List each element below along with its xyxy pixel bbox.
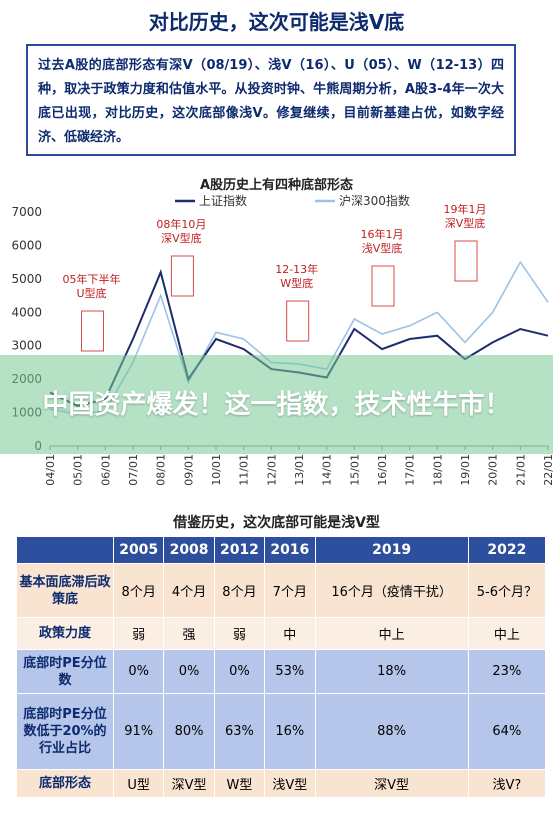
annotation-box bbox=[454, 240, 478, 282]
table-cell: 16个月（疫情干扰） bbox=[314, 563, 469, 618]
annotation-box bbox=[286, 300, 310, 342]
table-header-row: 2005 2008 2012 2016 2019 2022 bbox=[16, 536, 547, 564]
header-cell: 2019 bbox=[314, 536, 469, 564]
comparison-table: 2005 2008 2012 2016 2019 2022 基本面底滞后政策底 … bbox=[16, 536, 547, 798]
table-cell: 中 bbox=[264, 617, 316, 650]
table-cell: 中上 bbox=[467, 617, 547, 650]
line-chart: 0100020003000400050006000700004/0105/010… bbox=[11, 193, 553, 486]
annotation-label: 19年1月 bbox=[444, 202, 487, 216]
legend-label: 上证指数 bbox=[199, 193, 247, 208]
table-cell: 浅V? bbox=[467, 769, 547, 798]
legend-label: 沪深300指数 bbox=[339, 193, 410, 208]
x-tick-label: 08/01 bbox=[155, 454, 168, 486]
x-tick-label: 06/01 bbox=[99, 454, 112, 486]
row-header: 底部时PE分位数低于20%的行业占比 bbox=[16, 693, 114, 770]
headline-banner[interactable]: 中国资产爆发！这一指数，技术性牛市！ bbox=[0, 355, 553, 454]
table-cell: 强 bbox=[163, 617, 215, 650]
table-cell: 18% bbox=[314, 649, 469, 694]
x-tick-label: 17/01 bbox=[404, 454, 417, 486]
header-cell: 2012 bbox=[213, 536, 266, 564]
y-tick-label: 4000 bbox=[11, 305, 42, 319]
table-cell: 0% bbox=[112, 649, 165, 694]
annotation-label: 05年下半年 bbox=[63, 272, 121, 286]
y-tick-label: 5000 bbox=[11, 272, 42, 286]
table-row: 政策力度 弱 强 弱 中 中上 中上 bbox=[16, 617, 547, 650]
x-tick-label: 20/01 bbox=[487, 454, 500, 486]
annotation-label: 08年10月 bbox=[156, 217, 206, 231]
intro-textbox: 过去A股的底部形态有深V（08/19）、浅V（16）、U（05）、W（12-13… bbox=[26, 44, 516, 156]
annotation-label: U型底 bbox=[76, 286, 106, 300]
x-tick-label: 21/01 bbox=[514, 454, 527, 486]
annotation-box bbox=[170, 255, 194, 297]
table-cell: 弱 bbox=[112, 617, 165, 650]
table-cell: 8个月 bbox=[112, 563, 165, 618]
table-cell: 浅V型 bbox=[264, 769, 316, 798]
table-cell: 80% bbox=[163, 693, 215, 770]
annotation-label: W型底 bbox=[280, 276, 313, 290]
table-cell: 弱 bbox=[213, 617, 266, 650]
x-tick-label: 13/01 bbox=[293, 454, 306, 486]
headline-text[interactable]: 中国资产爆发！这一指数，技术性牛市！ bbox=[42, 389, 511, 420]
x-tick-label: 10/01 bbox=[210, 454, 223, 486]
table-cell: U型 bbox=[112, 769, 165, 798]
header-cell bbox=[16, 536, 114, 564]
x-tick-label: 22/01 bbox=[542, 454, 553, 486]
x-tick-label: 15/01 bbox=[348, 454, 361, 486]
header-cell: 2008 bbox=[163, 536, 215, 564]
y-tick-label: 3000 bbox=[11, 339, 42, 353]
annotation-label: 浅V型底 bbox=[362, 241, 403, 255]
table-title: 借鉴历史，这次底部可能是浅V型 bbox=[173, 515, 380, 531]
annotation-box bbox=[371, 265, 395, 307]
annotation-label: 16年1月 bbox=[361, 227, 404, 241]
x-tick-label: 16/01 bbox=[376, 454, 389, 486]
x-tick-label: 14/01 bbox=[321, 454, 334, 486]
row-header: 底部时PE分位数 bbox=[16, 649, 114, 694]
x-tick-label: 12/01 bbox=[265, 454, 278, 486]
x-tick-label: 18/01 bbox=[431, 454, 444, 486]
table-cell: 63% bbox=[213, 693, 266, 770]
table-cell: 深V型 bbox=[314, 769, 469, 798]
table-row: 基本面底滞后政策底 8个月 4个月 8个月 7个月 16个月（疫情干扰） 5-6… bbox=[16, 563, 547, 618]
x-tick-label: 05/01 bbox=[72, 454, 85, 486]
x-tick-label: 07/01 bbox=[127, 454, 140, 486]
annotation-label: 深V型底 bbox=[161, 231, 202, 245]
row-header: 基本面底滞后政策底 bbox=[16, 563, 114, 618]
page-title: 对比历史，这次可能是浅V底 bbox=[148, 10, 405, 34]
table-cell: 5-6个月？ bbox=[467, 563, 547, 618]
chart-title: A股历史上有四种底部形态 bbox=[199, 178, 354, 193]
header-cell: 2016 bbox=[264, 536, 316, 564]
x-tick-label: 04/01 bbox=[44, 454, 57, 486]
table-cell: 4个月 bbox=[163, 563, 215, 618]
row-header: 政策力度 bbox=[16, 617, 114, 650]
annotation-box bbox=[81, 310, 104, 352]
x-tick-label: 19/01 bbox=[459, 454, 472, 486]
header-cell: 2005 bbox=[112, 536, 165, 564]
y-tick-label: 7000 bbox=[11, 205, 42, 219]
annotation-label: 深V型底 bbox=[445, 216, 486, 230]
table-cell: 中上 bbox=[314, 617, 469, 650]
header-cell: 2022 bbox=[467, 536, 547, 564]
x-tick-label: 11/01 bbox=[238, 454, 251, 486]
table-cell: 16% bbox=[264, 693, 316, 770]
table-cell: 0% bbox=[213, 649, 266, 694]
table-cell: 深V型 bbox=[163, 769, 215, 798]
table-row: 底部形态 U型 深V型 W型 浅V型 深V型 浅V? bbox=[16, 769, 547, 798]
table-row: 底部时PE分位数低于20%的行业占比 91% 80% 63% 16% 88% 6… bbox=[16, 693, 547, 770]
y-tick-label: 6000 bbox=[11, 238, 42, 252]
table-cell: 88% bbox=[314, 693, 469, 770]
table-cell: 91% bbox=[112, 693, 165, 770]
table-cell: 23% bbox=[467, 649, 547, 694]
x-tick-label: 09/01 bbox=[182, 454, 195, 486]
table-row: 底部时PE分位数 0% 0% 0% 53% 18% 23% bbox=[16, 649, 547, 694]
table-cell: 53% bbox=[264, 649, 316, 694]
table-cell: W型 bbox=[213, 769, 266, 798]
row-header: 底部形态 bbox=[16, 769, 114, 798]
table-cell: 7个月 bbox=[264, 563, 316, 618]
annotation-label: 12-13年 bbox=[275, 262, 318, 276]
table-cell: 8个月 bbox=[213, 563, 266, 618]
table-cell: 64% bbox=[467, 693, 547, 770]
table-cell: 0% bbox=[163, 649, 215, 694]
